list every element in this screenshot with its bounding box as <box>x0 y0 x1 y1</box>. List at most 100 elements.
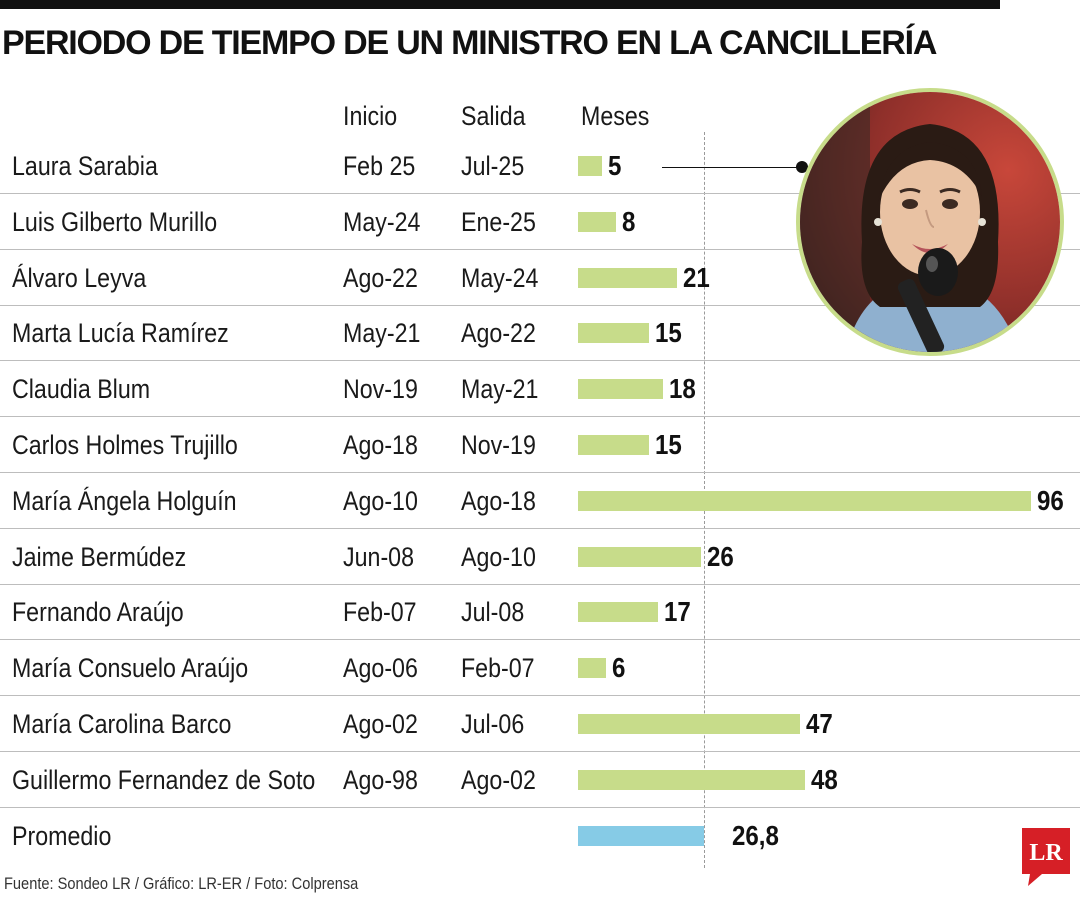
end-date: Jul-06 <box>461 709 525 739</box>
start-date: Nov-19 <box>343 374 418 405</box>
chart-row: María Consuelo Araújo Ago-06 Feb-07 6 <box>0 640 1080 697</box>
minister-name: María Ángela Holguín <box>12 485 237 516</box>
months-bar <box>578 435 649 455</box>
minister-name: Álvaro Leyva <box>12 262 147 293</box>
row-separator <box>0 360 1080 362</box>
chart-row: Guillermo Fernandez de Soto Ago-98 Ago-02 4… <box>0 752 1080 808</box>
end-date: Ene-25 <box>461 206 536 237</box>
months-bar <box>578 602 659 623</box>
average-bar <box>578 825 705 846</box>
start-date: Ago-98 <box>343 764 418 795</box>
chart-row: Claudia Blum Nov-19 May-21 18 <box>0 361 1080 418</box>
lr-logo-text: LR <box>1029 840 1063 866</box>
top-rule <box>0 0 1000 9</box>
minister-name: Luis Gilberto Murillo <box>12 206 218 237</box>
row-separator <box>0 527 1080 529</box>
months-bar <box>578 769 805 790</box>
months-value-label: 8 <box>621 205 636 237</box>
minister-name: Marta Lucía Ramírez <box>12 318 229 349</box>
row-separator <box>0 193 1080 194</box>
end-date: Ago-18 <box>461 485 536 516</box>
portrait-illustration <box>800 92 1060 352</box>
months-bar <box>578 490 1032 511</box>
months-bar <box>578 156 602 176</box>
source-note: Fuente: Sondeo LR / Gráfico: LR-ER / Fot… <box>4 874 359 893</box>
chart-row: Jaime Bermúdez Jun-08 Ago-10 26 <box>0 529 1080 585</box>
row-separator <box>0 806 1080 808</box>
end-date: May-21 <box>461 374 539 405</box>
start-date: Ago-18 <box>343 430 418 460</box>
minister-name: María Carolina Barco <box>12 709 232 739</box>
minister-name: Carlos Holmes Trujillo <box>12 430 238 460</box>
chart-title: PERIODO DE TIEMPO DE UN MINISTRO EN LA C… <box>2 24 937 62</box>
months-value-label: 5 <box>607 150 621 181</box>
header-start: Inicio <box>343 101 398 131</box>
minister-name: Fernando Araújo <box>12 597 184 628</box>
months-value-label: 15 <box>654 317 682 349</box>
months-bar <box>578 546 701 567</box>
row-separator <box>0 695 1080 697</box>
average-row: Promedio 26,8 <box>0 808 1080 864</box>
chart-row: María Carolina Barco Ago-02 Jul-06 47 <box>0 696 1080 752</box>
chart-row: María Ángela Holguín Ago-10 Ago-18 96 <box>0 473 1080 529</box>
months-value-label: 47 <box>805 708 833 739</box>
start-date: Feb-07 <box>343 597 417 628</box>
chart-row: Álvaro Leyva Ago-22 May-24 21 <box>0 250 1080 306</box>
months-value-label: 96 <box>1037 484 1064 516</box>
lr-logo-shape <box>1022 828 1070 886</box>
months-bar <box>578 323 649 344</box>
minister-name: Jaime Bermúdez <box>12 541 187 572</box>
start-date: Ago-22 <box>343 262 418 293</box>
average-label: Promedio <box>12 820 112 851</box>
minister-name: Claudia Blum <box>12 374 151 405</box>
portrait-photo <box>796 88 1064 356</box>
row-separator <box>0 472 1080 473</box>
row-separator <box>0 304 1080 306</box>
start-date: Ago-06 <box>343 653 418 684</box>
chart-row: Marta Lucía Ramírez May-21 Ago-22 15 <box>0 305 1080 362</box>
end-date: Jul-25 <box>461 151 525 181</box>
end-date: Ago-22 <box>461 318 536 349</box>
months-value-label: 48 <box>810 763 838 795</box>
chart-row: Fernando Araújo Feb-07 Jul-08 17 <box>0 584 1080 641</box>
months-bar <box>578 267 678 288</box>
start-date: Jun-08 <box>343 541 415 572</box>
chart-row: Carlos Holmes Trujillo Ago-18 Nov-19 15 <box>0 417 1080 473</box>
row-separator <box>0 639 1080 641</box>
end-date: Nov-19 <box>461 430 536 460</box>
start-date: Ago-10 <box>343 485 418 516</box>
end-date: May-24 <box>461 262 539 293</box>
row-separator <box>0 751 1080 752</box>
months-bar <box>578 714 800 734</box>
months-bar <box>578 658 607 679</box>
months-value-label: 21 <box>683 261 710 293</box>
end-date: Ago-02 <box>461 764 536 795</box>
start-date: Ago-02 <box>343 709 418 739</box>
end-date: Ago-10 <box>461 541 536 572</box>
minister-name: María Consuelo Araújo <box>12 653 249 684</box>
minister-name: Laura Sarabia <box>12 151 158 181</box>
header-end: Salida <box>461 101 526 131</box>
end-date: Feb-07 <box>461 653 535 684</box>
months-bar <box>578 211 616 232</box>
average-value-label: 26,8 <box>732 819 780 851</box>
start-date: May-21 <box>343 318 421 349</box>
photo-connector-dot <box>796 161 808 173</box>
chart-row: Luis Gilberto Murillo May-24 Ene-25 8 <box>0 194 1080 250</box>
months-value-label: 18 <box>668 373 696 405</box>
row-separator <box>0 583 1080 585</box>
lr-logo: LR <box>1022 828 1070 886</box>
start-date: May-24 <box>343 206 421 237</box>
chart-row: Laura Sarabia Feb 25 Jul-25 5 <box>0 138 1080 194</box>
end-date: Jul-08 <box>461 597 525 628</box>
months-bar <box>578 379 663 400</box>
photo-connector-line <box>662 167 802 168</box>
minister-name: Guillermo Fernandez de Soto <box>12 764 316 795</box>
months-value-label: 15 <box>654 429 682 460</box>
start-date: Feb 25 <box>343 151 416 181</box>
header-months: Meses <box>581 101 650 131</box>
months-value-label: 26 <box>706 540 734 572</box>
months-value-label: 6 <box>612 652 626 684</box>
row-separator <box>0 248 1080 250</box>
